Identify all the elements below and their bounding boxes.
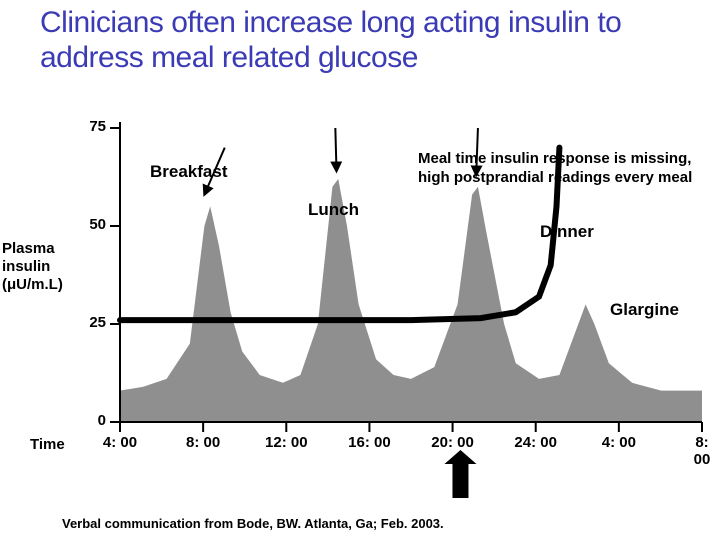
label-glargine: Glargine bbox=[610, 300, 679, 320]
x-tick-label: 4: 00 bbox=[103, 434, 137, 451]
label-lunch: Lunch bbox=[308, 200, 359, 220]
x-tick-label: 4: 00 bbox=[602, 434, 636, 451]
meal-arrow bbox=[335, 128, 336, 171]
insulin-chart bbox=[0, 0, 720, 540]
x-tick-label: 12: 00 bbox=[265, 434, 308, 451]
x-tick-label: 20: 00 bbox=[431, 434, 474, 451]
y-tick-label: 25 bbox=[74, 314, 106, 331]
x-tick-label: 8: 00 bbox=[693, 434, 711, 468]
label-breakfast: Breakfast bbox=[150, 162, 228, 182]
label-dinner: Dinner bbox=[540, 222, 594, 242]
y-tick-label: 0 bbox=[74, 412, 106, 429]
citation-text: Verbal communication from Bode, BW. Atla… bbox=[62, 516, 444, 531]
emphasis-arrow bbox=[444, 450, 476, 498]
x-tick-label: 8: 00 bbox=[186, 434, 220, 451]
y-tick-label: 75 bbox=[74, 118, 106, 135]
annotation-text: Meal time insulin response is missing, h… bbox=[418, 150, 720, 188]
x-tick-label: 24: 00 bbox=[514, 434, 557, 451]
x-tick-label: 16: 00 bbox=[348, 434, 391, 451]
y-tick-label: 50 bbox=[74, 216, 106, 233]
